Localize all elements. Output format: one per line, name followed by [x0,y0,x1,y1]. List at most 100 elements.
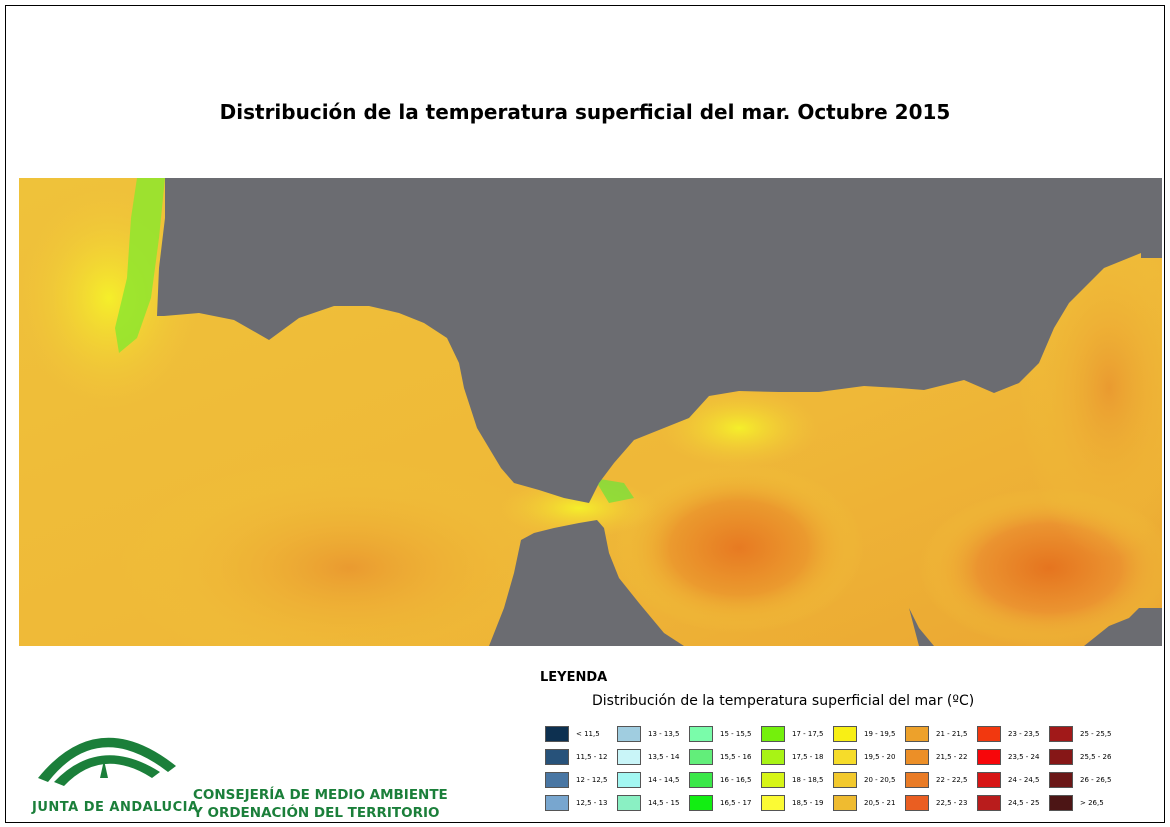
legend-swatch [545,772,569,788]
legend-item: 23 - 23,5 [977,725,1039,743]
cold-upwelling-strait [594,478,634,503]
legend-label: 15 - 15,5 [720,730,752,738]
legend-item: 23,5 - 24 [977,748,1039,766]
legend-label: 12 - 12,5 [576,776,608,784]
legend-swatch [689,772,713,788]
legend-item: 16,5 - 17 [689,794,751,812]
legend-label: 22 - 22,5 [936,776,968,784]
legend-label: 21 - 21,5 [936,730,968,738]
legend-item: 21 - 21,5 [905,725,967,743]
legend-label: 24 - 24,5 [1008,776,1040,784]
legend-item: 25 - 25,5 [1049,725,1111,743]
legend-swatch [833,726,857,742]
legend-subtitle: Distribución de la temperatura superfici… [592,693,975,709]
legend-label: 16 - 16,5 [720,776,752,784]
legend-item: 14,5 - 15 [617,794,679,812]
land-africa-east [909,608,1162,646]
legend-swatch [689,795,713,811]
legend-label: 15,5 - 16 [720,753,752,761]
legend-item: 20,5 - 21 [833,794,895,812]
legend-label: 23,5 - 24 [1008,753,1040,761]
legend-label: 13 - 13,5 [648,730,680,738]
legend-item: 19 - 19,5 [833,725,895,743]
legend-swatch [905,726,929,742]
legend-item: 24 - 24,5 [977,771,1039,789]
legend-swatch [545,749,569,765]
legend-swatch [977,772,1001,788]
legend-swatch [1049,726,1073,742]
legend-swatch [905,772,929,788]
legend-item: 15 - 15,5 [689,725,751,743]
logo-arc-outer [38,737,176,782]
legend-item: 12,5 - 13 [545,794,607,812]
legend-swatch [977,795,1001,811]
legend-item: 18 - 18,5 [761,771,823,789]
legend-label: 17 - 17,5 [792,730,824,738]
legend-label: 25 - 25,5 [1080,730,1112,738]
legend-item: 25,5 - 26 [1049,748,1111,766]
legend-label: 19 - 19,5 [864,730,896,738]
legend-heading: LEYENDA [540,670,608,685]
legend-swatch [545,726,569,742]
sea-temperature-map [19,178,1162,646]
legend-label: 20 - 20,5 [864,776,896,784]
logo-arc-inner [54,755,160,786]
legend-label: 19,5 - 20 [864,753,896,761]
legend-swatch [545,795,569,811]
legend-swatch [689,749,713,765]
cold-upwelling-portugal [115,178,165,353]
legend-swatch [977,726,1001,742]
legend-item: 22 - 22,5 [905,771,967,789]
legend-item: 13 - 13,5 [617,725,679,743]
figure-frame [5,5,1165,823]
legend-label: 20,5 - 21 [864,799,896,807]
legend-swatch [761,772,785,788]
logo-wordmark: JUNTA DE ANDALUCIA [32,800,199,815]
legend-item: 11,5 - 12 [545,748,607,766]
legend-label: 26 - 26,5 [1080,776,1112,784]
logo-figure [100,760,108,778]
legend-label: > 26,5 [1080,799,1104,807]
land-northeast-edge [1141,178,1162,258]
legend-item: 15,5 - 16 [689,748,751,766]
legend-label: 14,5 - 15 [648,799,680,807]
legend-label: 23 - 23,5 [1008,730,1040,738]
legend-swatch [617,772,641,788]
legend-item: 26 - 26,5 [1049,771,1111,789]
legend-label: < 11,5 [576,730,600,738]
department-line-1: CONSEJERÍA DE MEDIO AMBIENTE [193,787,448,803]
legend-item: 17,5 - 18 [761,748,823,766]
legend-label: 18 - 18,5 [792,776,824,784]
legend-item: 18,5 - 19 [761,794,823,812]
legend-swatch [833,795,857,811]
warm-area-alboran-west [614,463,864,633]
legend-item: 19,5 - 20 [833,748,895,766]
legend-item: 13,5 - 14 [617,748,679,766]
legend-label: 18,5 - 19 [792,799,824,807]
legend-swatch [761,795,785,811]
legend-swatch [1049,749,1073,765]
legend-swatch [977,749,1001,765]
legend-item: 14 - 14,5 [617,771,679,789]
legend-label: 11,5 - 12 [576,753,608,761]
legend-label: 24,5 - 25 [1008,799,1040,807]
warm-area-west [119,458,579,646]
legend-label: 21,5 - 22 [936,753,968,761]
junta-andalucia-logo [38,737,176,786]
legend-label: 13,5 - 14 [648,753,680,761]
legend-swatch [1049,795,1073,811]
legend-swatch [905,749,929,765]
legend-item: > 26,5 [1049,794,1104,812]
legend-item: 21,5 - 22 [905,748,967,766]
legend-swatch [761,726,785,742]
legend-item: < 11,5 [545,725,600,743]
legend-item: 12 - 12,5 [545,771,607,789]
department-line-2: Y ORDENACIÓN DEL TERRITORIO [193,805,440,821]
legend-item: 17 - 17,5 [761,725,823,743]
legend-swatch [617,795,641,811]
legend-label: 12,5 - 13 [576,799,608,807]
cool-area-north-alboran [659,388,819,468]
legend-swatch [617,726,641,742]
legend-swatch [617,749,641,765]
land-iberia [157,178,1141,503]
